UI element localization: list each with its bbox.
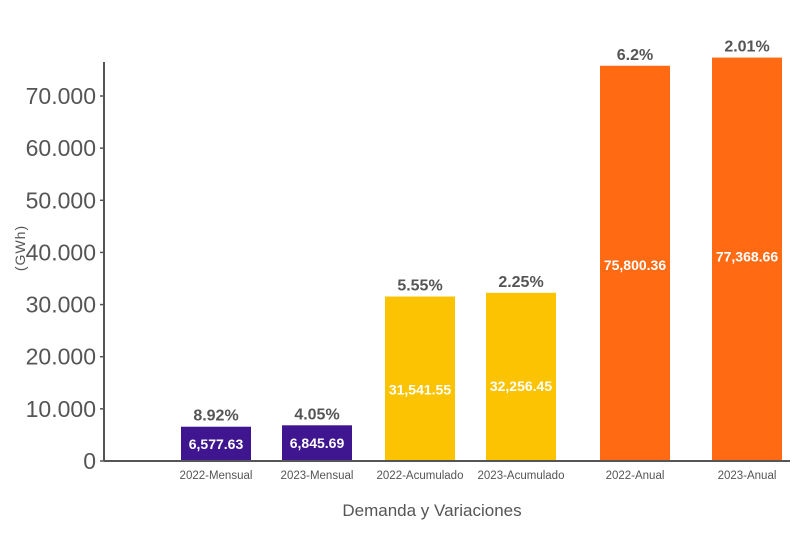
value-label: 75,800.36 xyxy=(604,257,666,273)
bar-2023-mensual xyxy=(282,425,352,461)
variation-label: 4.05% xyxy=(294,406,339,423)
category-label: 2022-Acumulado xyxy=(377,470,464,482)
value-label: 77,368.66 xyxy=(716,249,778,265)
x-axis-label: Demanda y Variaciones xyxy=(342,501,521,520)
y-tick-label: 40.000 xyxy=(26,239,96,265)
variation-label: 2.25% xyxy=(498,274,543,291)
category-label: 2022-Mensual xyxy=(180,470,253,482)
y-tick-label: 50.000 xyxy=(26,187,96,213)
y-tick-label: 70.000 xyxy=(26,83,96,109)
bar-2023-anual xyxy=(712,57,782,462)
variation-label: 6.2% xyxy=(617,47,653,64)
y-tick-label: 20.000 xyxy=(26,344,96,370)
y-tick-label: 60.000 xyxy=(26,135,96,161)
category-label: 2023-Anual xyxy=(718,470,777,482)
category-label: 2022-Anual xyxy=(606,470,665,482)
value-label: 6,845.69 xyxy=(290,435,345,451)
bar-2023-acumulado xyxy=(486,292,556,461)
y-tick-label: 0 xyxy=(83,448,96,474)
y-tick-label: 10.000 xyxy=(26,396,96,422)
y-axis-label: (GWh) xyxy=(12,225,28,271)
category-label: 2023-Mensual xyxy=(281,470,354,482)
bar-2022-anual xyxy=(600,65,670,462)
variation-label: 2.01% xyxy=(724,39,769,56)
bar-2022-mensual xyxy=(181,426,251,461)
bar-2022-acumulado xyxy=(385,296,455,461)
value-label: 31,541.55 xyxy=(389,382,451,398)
variation-label: 8.92% xyxy=(193,408,238,425)
variation-label: 5.55% xyxy=(397,278,442,295)
y-tick-label: 30.000 xyxy=(26,292,96,318)
value-label: 32,256.45 xyxy=(490,378,552,394)
category-label: 2023-Acumulado xyxy=(478,470,565,482)
value-label: 6,577.63 xyxy=(189,436,244,452)
